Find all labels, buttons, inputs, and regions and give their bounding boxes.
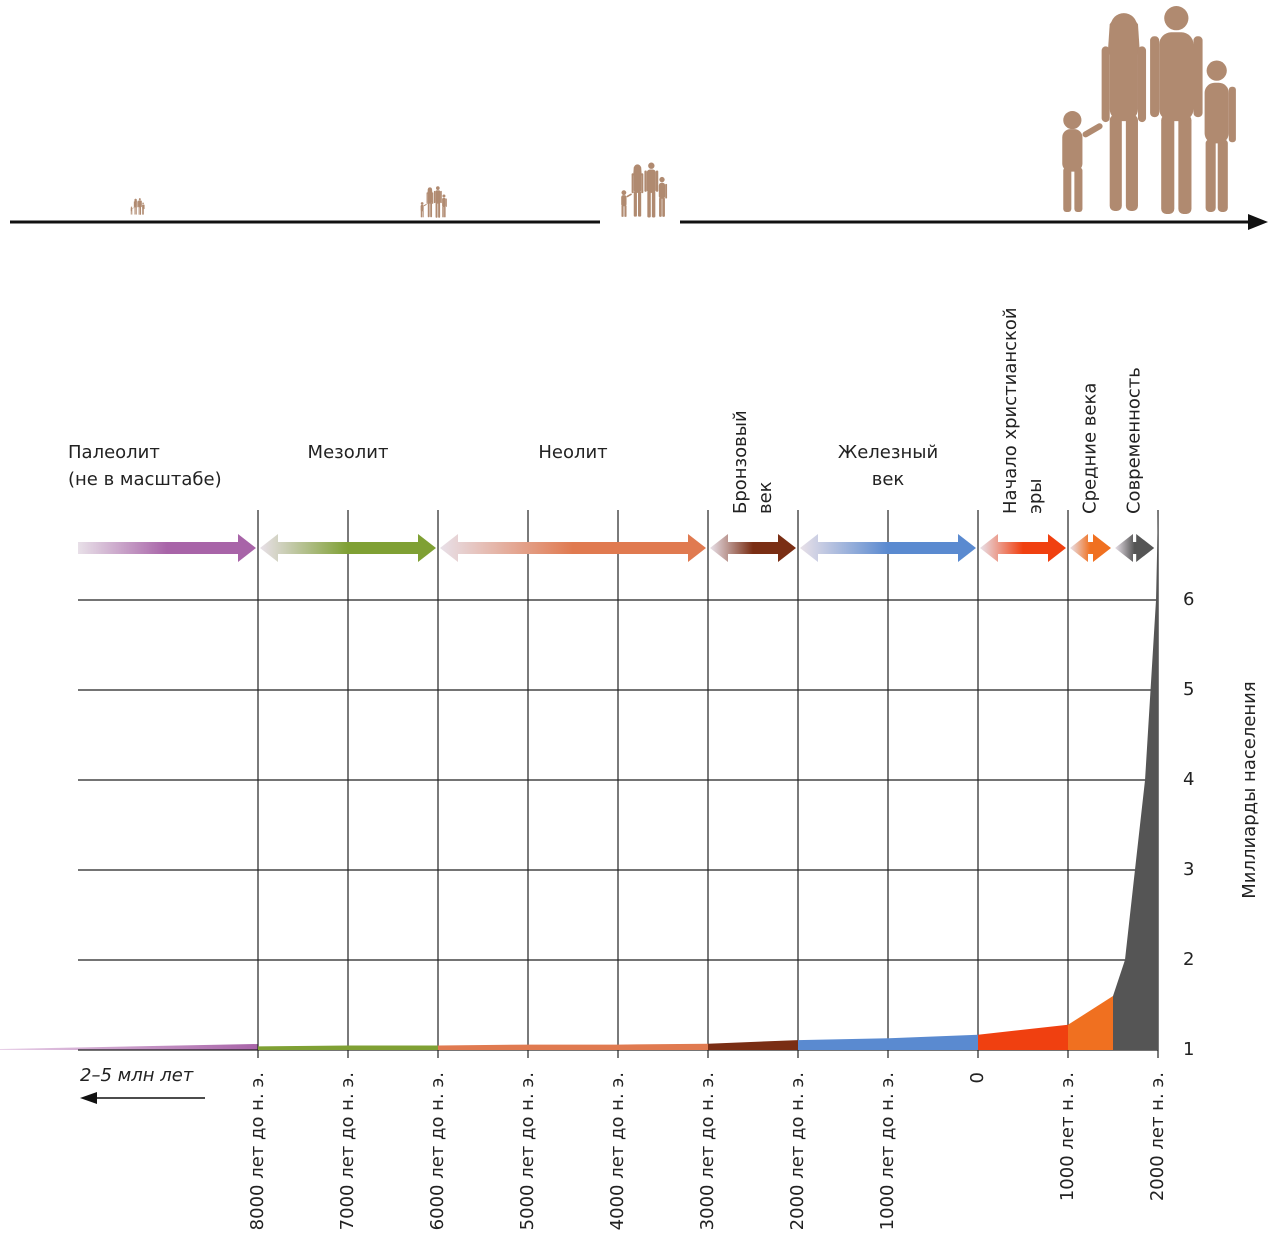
period-label: Современность [1124, 367, 1145, 514]
x-tick-label: 1000 лет н. э. [1057, 1072, 1078, 1201]
y-tick-label: 2 [1183, 949, 1194, 970]
period-arrow [980, 534, 1066, 562]
period-arrow [1070, 534, 1111, 562]
x-tick-label: 8000 лет до н. э. [247, 1072, 268, 1230]
period-arrow [260, 534, 436, 562]
x-tick-label: 3000 лет до н. э. [697, 1072, 718, 1230]
period-label: Неолит [538, 442, 607, 463]
y-axis-label: Миллиарды населения [1239, 681, 1260, 898]
period-label: век [755, 481, 776, 514]
y-tick-label: 3 [1183, 859, 1194, 880]
period-label: (не в масштабе) [68, 469, 222, 490]
period-arrow [710, 534, 796, 562]
period-label: Средние века [1080, 383, 1101, 514]
period-label: эры [1025, 478, 1046, 514]
period-arrow [800, 534, 976, 562]
x-tick-label: 5000 лет до н. э. [517, 1072, 538, 1230]
x-tick-label: 1000 лет до н. э. [877, 1072, 898, 1230]
icon-backdrop [600, 216, 680, 224]
arrow-head [1248, 214, 1268, 230]
period-arrow [78, 534, 256, 562]
x-tick-label: 7000 лет до н. э. [337, 1072, 358, 1230]
family-icon [1062, 6, 1236, 214]
period-label: Начало христианской [1000, 307, 1021, 514]
note-arrow-head [80, 1092, 97, 1104]
y-tick-label: 4 [1183, 769, 1194, 790]
period-arrow [1115, 534, 1155, 562]
x-tick-label: 4000 лет до н. э. [607, 1072, 628, 1230]
x-tick-label: 2000 лет н. э. [1147, 1072, 1168, 1201]
y-tick-label: 1 [1183, 1039, 1194, 1060]
family-icon [420, 186, 447, 218]
x-tick-label: 0 [967, 1072, 988, 1083]
period-label: век [872, 469, 905, 490]
period-arrow [440, 534, 706, 562]
top-illustration [10, 6, 1268, 230]
x-note: 2–5 млн лет [80, 1065, 194, 1086]
family-icon [621, 162, 668, 218]
period-label: Палеолит [68, 442, 160, 463]
period-label: Железный [838, 442, 938, 463]
y-tick-label: 5 [1183, 679, 1194, 700]
paleolithic-strip [0, 1044, 258, 1050]
x-tick-label: 2000 лет до н. э. [787, 1072, 808, 1230]
x-tick-label: 6000 лет до н. э. [427, 1072, 448, 1230]
family-icon [130, 198, 145, 215]
y-tick-label: 6 [1183, 589, 1194, 610]
period-label: Бронзовый [730, 410, 751, 514]
period-label: Мезолит [308, 442, 389, 463]
